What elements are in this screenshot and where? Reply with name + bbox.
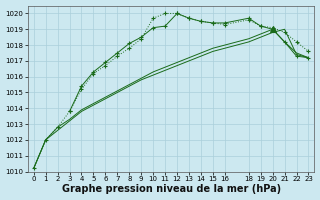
X-axis label: Graphe pression niveau de la mer (hPa): Graphe pression niveau de la mer (hPa) bbox=[61, 184, 281, 194]
